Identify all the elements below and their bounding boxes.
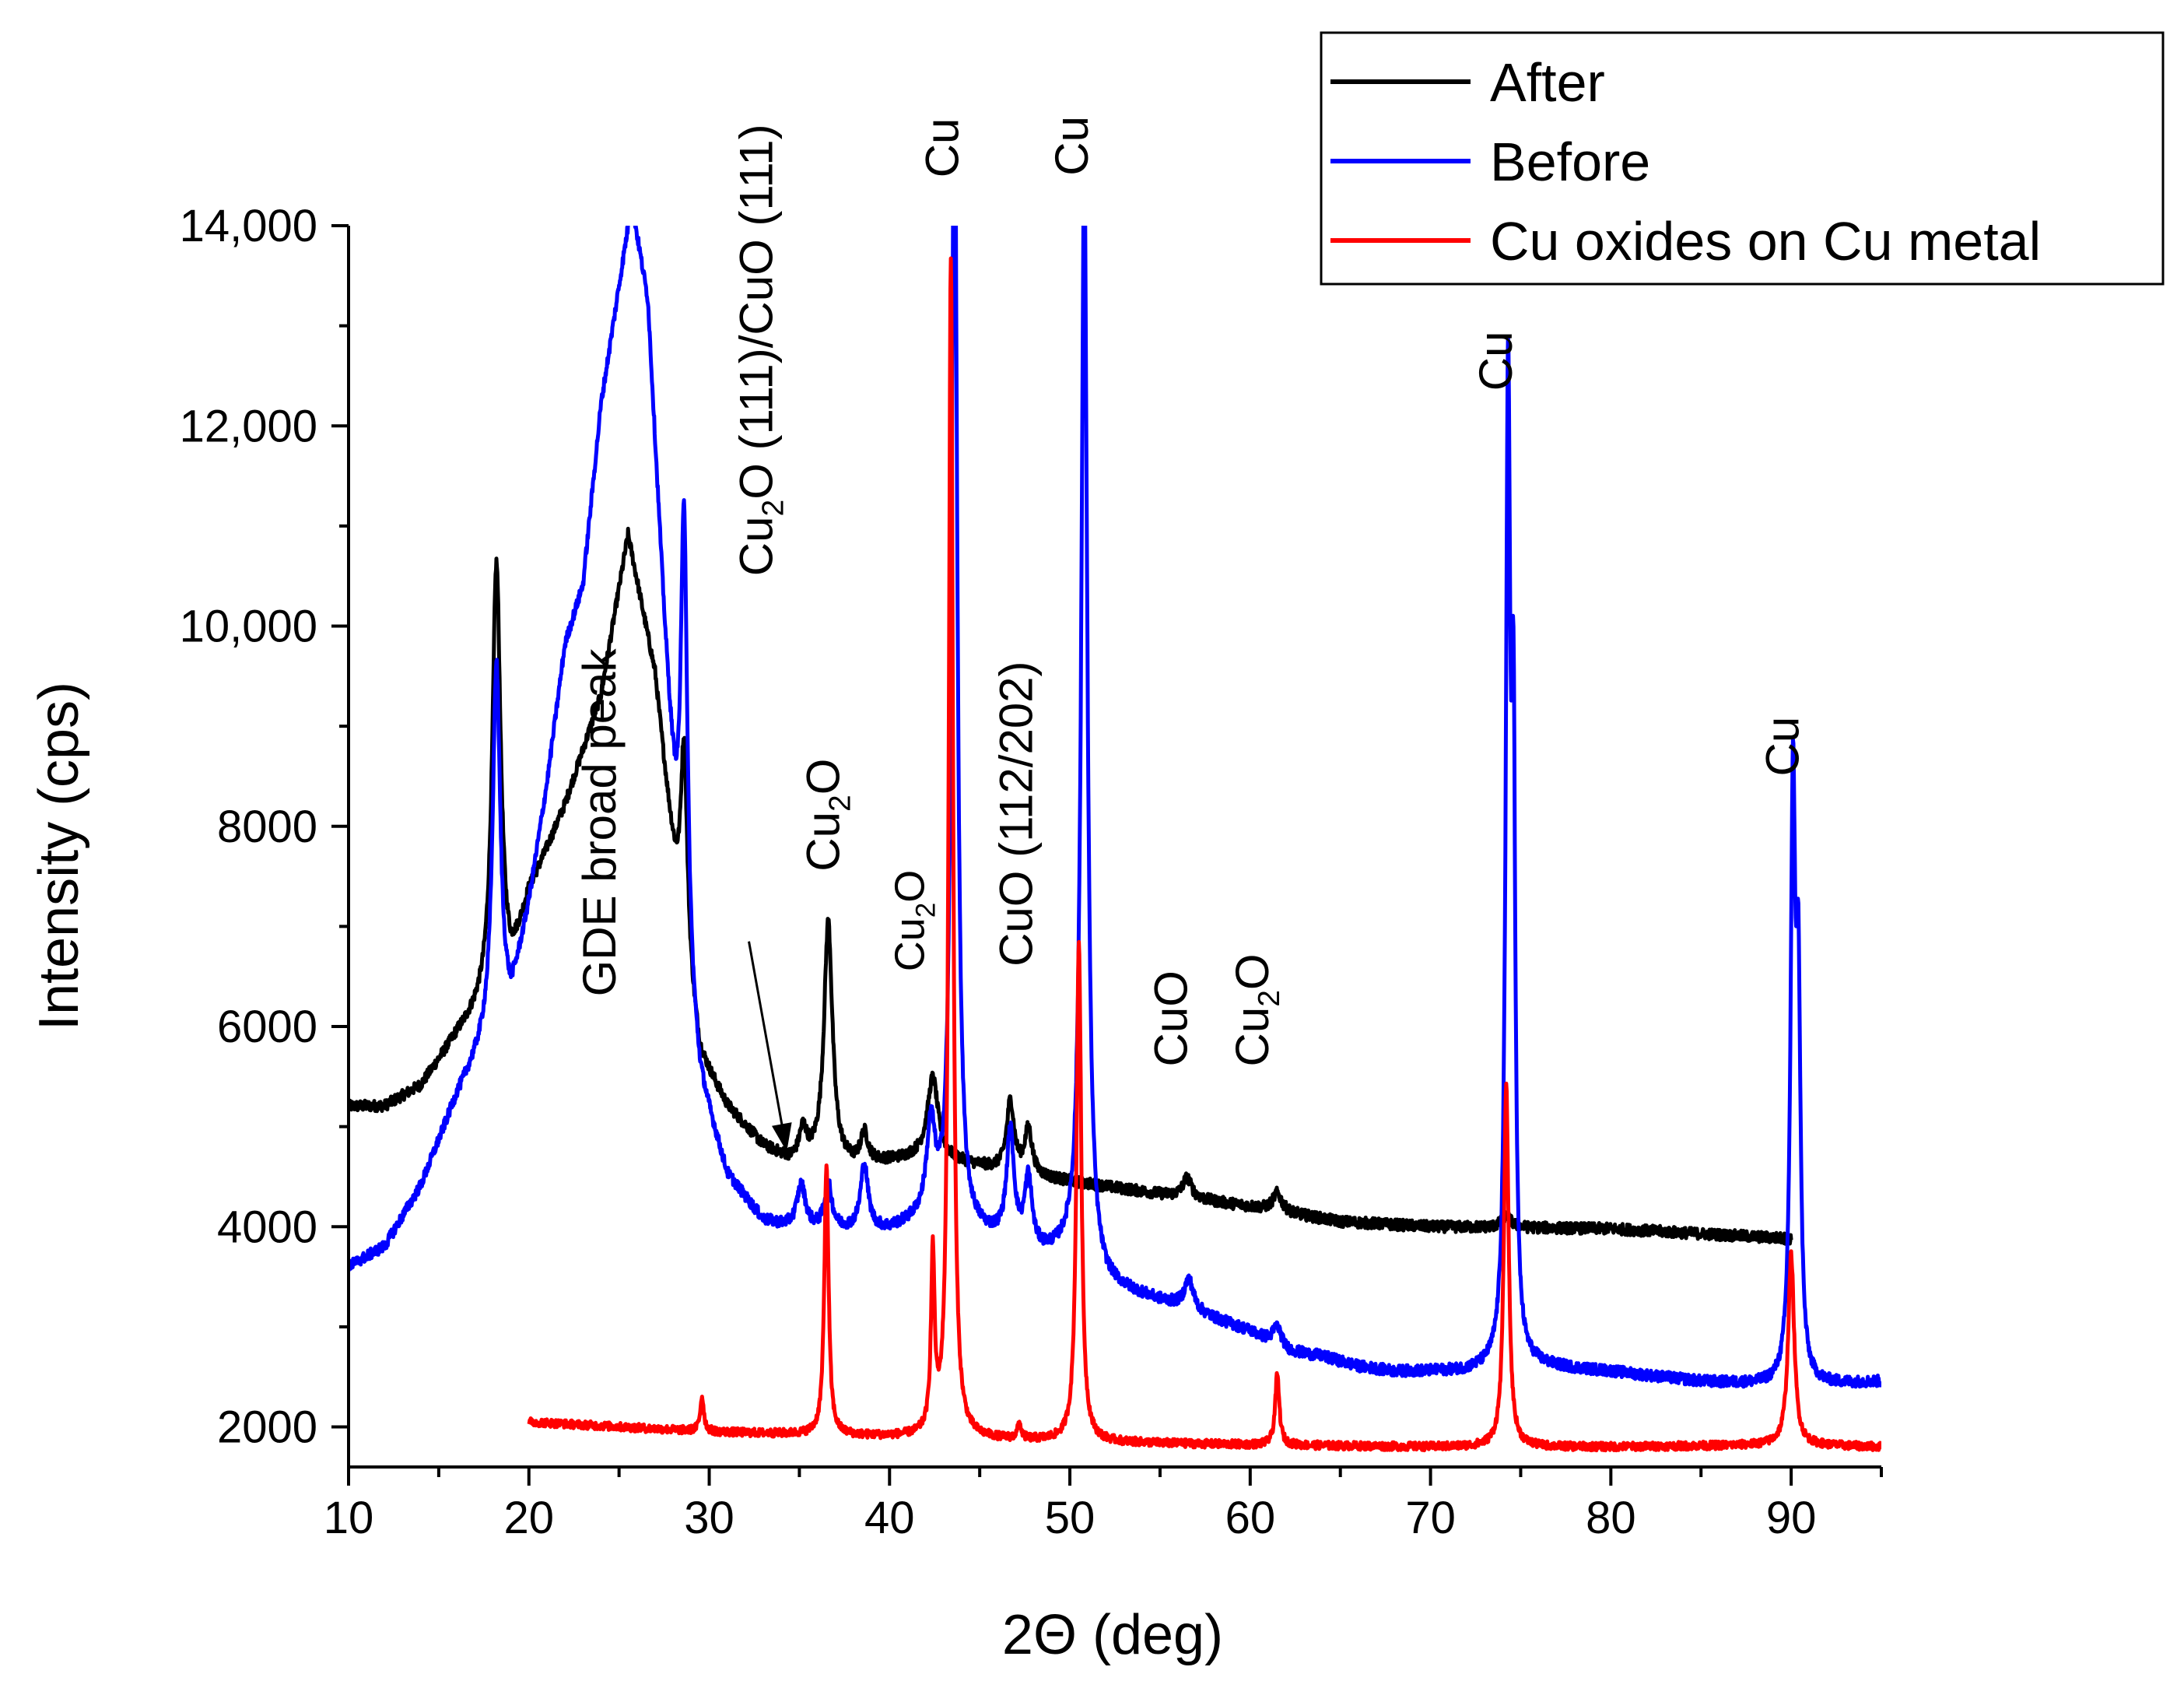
x-tick-label-70: 70 — [1405, 1493, 1456, 1543]
plot-area: 10 20 30 40 50 60 70 80 90 2000 4000 6000 8000 10,000… — [180, 116, 1883, 1543]
annotation-arrow-line — [748, 941, 788, 1153]
annotation-arrow-head — [772, 1122, 792, 1152]
annotation-cu-90: Cu — [1756, 717, 1808, 777]
x-tick-label-80: 80 — [1586, 1493, 1636, 1543]
series-line-cu-oxides-on-cu-metal — [527, 256, 1881, 1453]
annotation-cu2o-61: Cu2O — [1226, 953, 1286, 1066]
y-tick-label-14000: 14,000 — [180, 201, 317, 251]
y-tick-label-6000: 6000 — [217, 1002, 317, 1052]
x-tick-label-30: 30 — [684, 1493, 734, 1543]
x-tick-label-20: 20 — [504, 1493, 555, 1543]
annotation-cu2o-37: Cu2O — [797, 759, 857, 872]
y-tick-label-10000: 10,000 — [180, 602, 317, 652]
y-axis-title: Intensity (cps) — [28, 682, 90, 1030]
x-tick-label-10: 10 — [324, 1493, 374, 1543]
annotation-cu-51: Cu — [1046, 116, 1098, 176]
legend-label-2: Cu oxides on Cu metal — [1490, 211, 2041, 272]
x-tick-label-90: 90 — [1766, 1493, 1817, 1543]
annotation-cu2o-42: Cu2O — [886, 870, 941, 972]
legend-label-1: Before — [1490, 132, 1650, 192]
y-tick-label-2000: 2000 — [217, 1402, 317, 1453]
x-tick-label-40: 40 — [864, 1493, 915, 1543]
y-tick-label-4000: 4000 — [217, 1202, 317, 1252]
annotation-cuo-112: CuO (112/202) — [990, 661, 1042, 966]
annotation-cu-74: Cu — [1470, 331, 1522, 391]
legend: After Before Cu oxides on Cu metal — [1320, 31, 2165, 286]
x-axis-title: 2Θ (deg) — [1002, 1604, 1223, 1666]
series-line-before — [349, 226, 1881, 1389]
series-layer — [349, 226, 1881, 1453]
axes-layer: 10 20 30 40 50 60 70 80 90 2000 4000 6000 8000 10,000… — [180, 201, 1883, 1543]
x-tick-label-60: 60 — [1225, 1493, 1276, 1543]
annotation-cuo-56: CuO — [1145, 970, 1197, 1066]
y-tick-label-12000: 12,000 — [180, 401, 317, 451]
legend-label-0: After — [1490, 52, 1605, 113]
annotation-cu-43: Cu — [916, 118, 968, 178]
annotation-gde: GDE broad peak — [573, 647, 626, 996]
annotation-cu2o-cuo: Cu2O (111)/CuO (111) — [731, 124, 791, 576]
y-tick-label-8000: 8000 — [217, 802, 317, 852]
annotations-layer: GDE broad peak Cu2O (111)/CuO (111) Cu2O Cu… — [573, 116, 1808, 1153]
x-tick-label-50: 50 — [1045, 1493, 1096, 1543]
